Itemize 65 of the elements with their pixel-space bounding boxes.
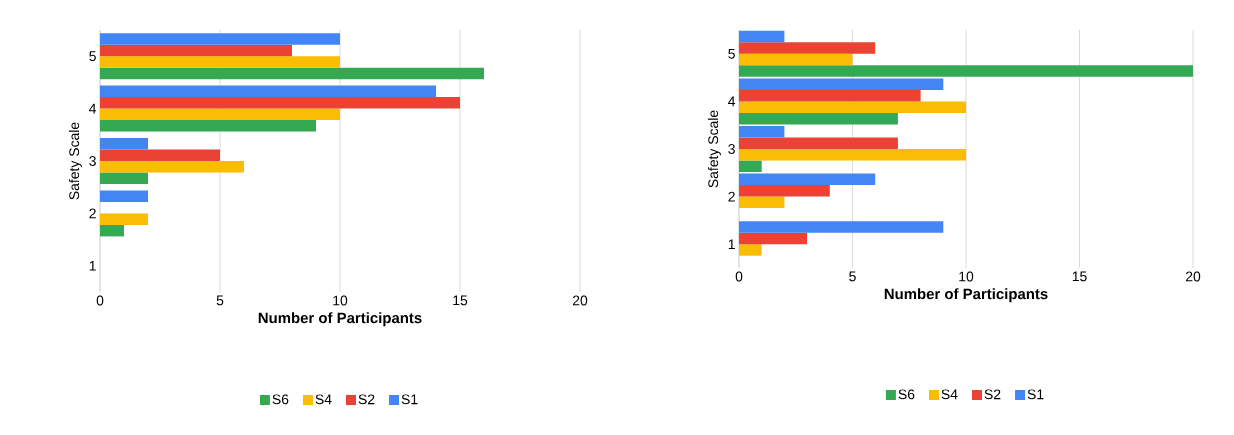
bar [739,232,808,245]
bar [739,101,967,113]
bar [739,173,876,186]
y-tick-label: 4 [728,96,736,107]
x-tick-label: 20 [572,295,588,306]
bar [100,108,340,121]
bar [100,56,340,68]
x-axis-title: Number of Participants [258,312,422,327]
legend-label: S1 [401,394,418,405]
y-tick-label: 5 [89,51,96,62]
x-tick-label: 15 [453,295,468,306]
bar [100,138,148,150]
bar [739,244,762,256]
legend-label: S6 [272,394,289,405]
x-tick-label: 10 [959,271,974,282]
x-tick-label: 10 [333,295,348,306]
x-axis-title: Number of Participants [884,288,1048,303]
y-tick-label: 2 [89,208,96,219]
bar [739,185,830,197]
bar [739,126,785,138]
bar [739,149,967,161]
bar [739,42,876,54]
y-tick-label: 3 [728,144,735,154]
bar [100,44,292,57]
bar [739,221,944,233]
bar [100,97,460,109]
bar [100,213,148,225]
bar [739,78,944,90]
y-tick-label: 5 [728,48,735,59]
y-tick-label: 1 [89,261,96,271]
y-tick-label: 4 [89,103,97,114]
bar [100,161,244,173]
legend-label: S2 [358,394,375,405]
bar [100,67,484,80]
y-axis-title: Safety Scale [707,110,721,188]
legend-label: S6 [898,389,915,400]
x-tick-label: 5 [216,295,224,306]
bar [100,120,316,132]
bar [739,196,785,209]
x-tick-label: 20 [1185,271,1201,282]
bar [100,172,148,184]
y-tick-label: 2 [728,191,735,202]
legend-label: S4 [315,394,332,405]
x-tick-label: 0 [96,295,104,306]
legend-label: S4 [941,389,958,400]
x-tick-label: 15 [1072,271,1087,282]
bar [100,85,436,98]
bar [739,89,921,102]
bar [100,149,220,161]
bar [739,137,898,149]
bar [100,224,124,237]
bar [739,53,853,66]
y-axis-title: Safety Scale [68,122,82,200]
y-tick-label: 3 [89,156,96,166]
bar [739,160,762,172]
bar [739,30,785,43]
legend-label: S2 [984,389,1001,400]
legend-label: S1 [1027,389,1044,400]
x-tick-label: 5 [849,271,856,282]
bar [739,112,898,125]
bar [739,65,1194,77]
bar [100,190,148,202]
y-tick-label: 1 [728,239,735,249]
bar [100,33,340,45]
x-tick-label: 0 [735,271,743,282]
